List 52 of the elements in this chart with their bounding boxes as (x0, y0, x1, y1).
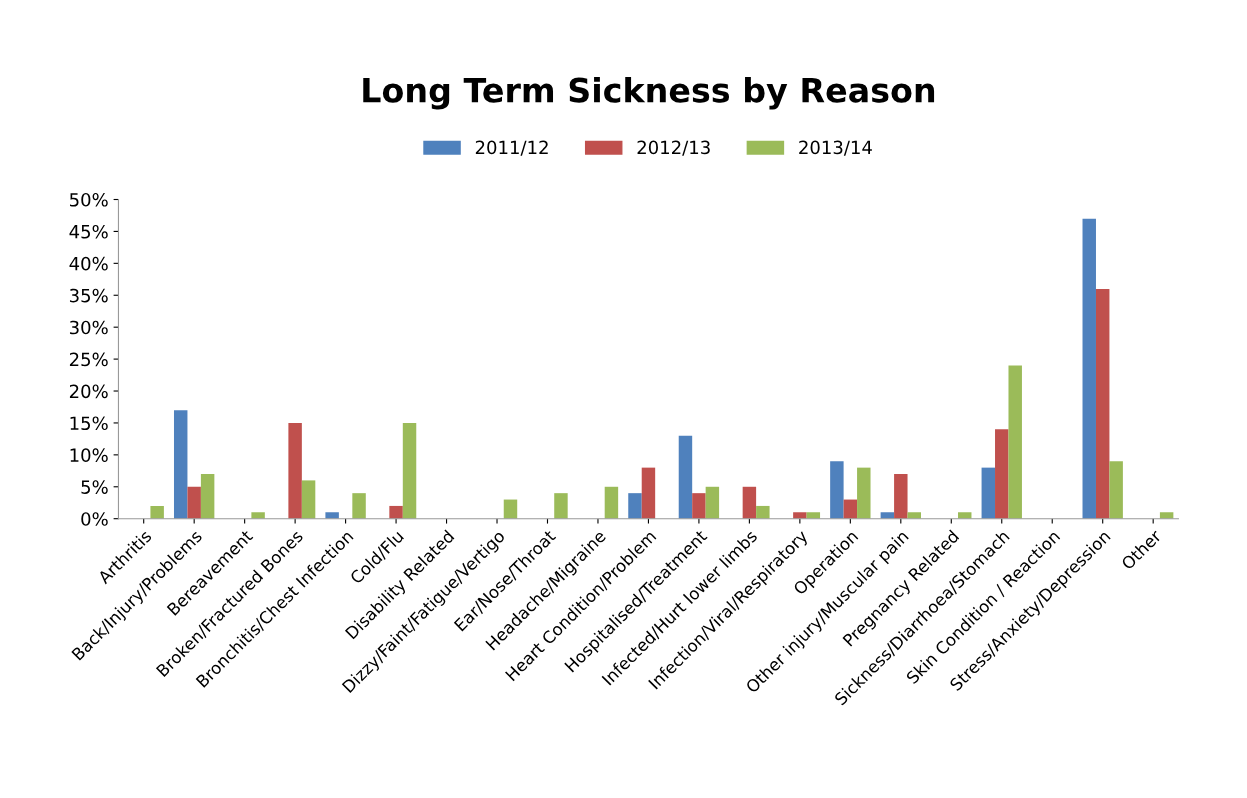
bar (150, 505, 164, 519)
bar (641, 467, 656, 519)
y-tick-label: 50% (70, 192, 108, 207)
bar (251, 512, 265, 519)
legend-label: 2012/13 (637, 140, 710, 156)
bar (554, 493, 568, 519)
y-tick-label: 35% (69, 288, 108, 303)
bar (173, 410, 188, 519)
y-tick-label: 10% (70, 448, 108, 462)
y-tick-label: 0% (81, 512, 108, 526)
bar (1095, 288, 1110, 519)
bar (806, 512, 821, 519)
y-tick-label: 40% (69, 256, 108, 271)
y-tick-label: 15% (70, 416, 108, 431)
bar (894, 474, 908, 519)
bar (793, 512, 807, 519)
bar (288, 422, 302, 519)
bar (958, 512, 972, 519)
bar (705, 486, 720, 519)
bar (857, 467, 871, 519)
bar (1082, 218, 1096, 519)
bar (628, 493, 642, 519)
y-tick-label: 30% (69, 320, 108, 335)
bar (843, 499, 858, 519)
bar (402, 422, 417, 519)
y-tick-label: 20% (69, 384, 108, 399)
bar (995, 429, 1009, 519)
bar (678, 435, 693, 519)
bar (830, 461, 844, 519)
bar (880, 512, 895, 519)
y-tick-label: 45% (69, 224, 108, 239)
y-tick-label: 5% (81, 480, 108, 494)
bar (389, 505, 403, 519)
bar (301, 480, 316, 519)
bar (907, 512, 921, 519)
bar (742, 486, 757, 519)
bar (604, 486, 619, 519)
bar (200, 474, 215, 519)
bar (1109, 461, 1123, 519)
chart-title: Long Term Sickness by Reason (363, 76, 935, 110)
y-tick-label: 25% (69, 352, 108, 367)
bar (1008, 365, 1022, 519)
bar (503, 499, 518, 519)
bar (981, 467, 996, 519)
legend-label: 2011/12 (475, 140, 548, 156)
bar (352, 493, 366, 519)
bar (692, 493, 706, 519)
bar (187, 486, 201, 519)
bar (325, 512, 339, 519)
legend-label: 2013/14 (799, 140, 872, 156)
bar (756, 505, 770, 519)
bar (1159, 512, 1174, 519)
